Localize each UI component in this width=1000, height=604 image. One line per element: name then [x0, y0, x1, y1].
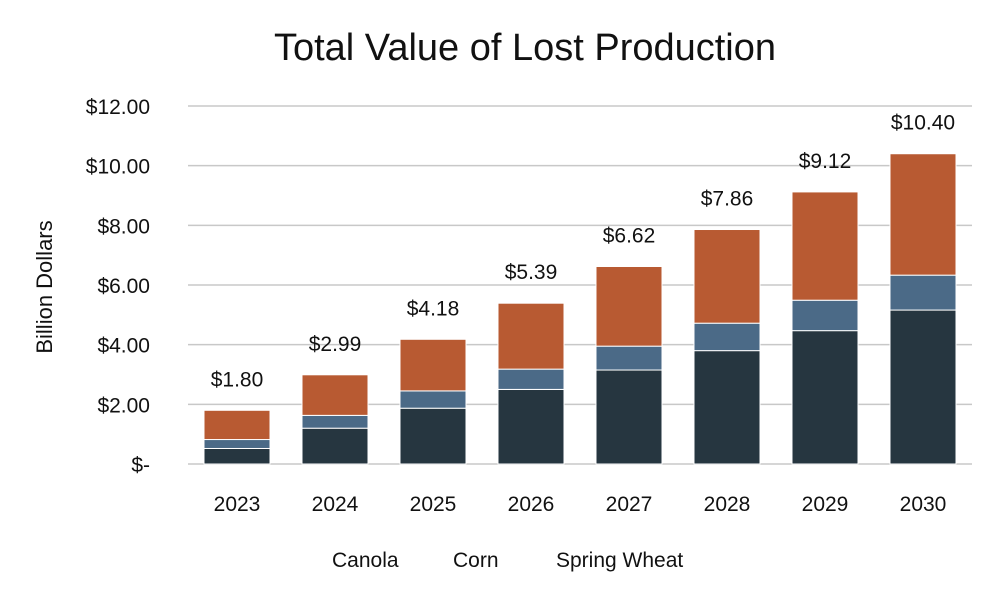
bar-segment [301, 414, 369, 429]
bar-segment [301, 374, 369, 416]
bar-segment [497, 302, 565, 370]
bar-segment [595, 345, 663, 371]
bar-segment [203, 409, 271, 441]
bar-segment [399, 390, 467, 409]
legend-entry: Corn [453, 549, 499, 572]
bar-segment [595, 266, 663, 347]
bar-segment [497, 368, 565, 390]
bar-segment [693, 229, 761, 324]
y-tick-label: $6.00 [97, 275, 150, 298]
x-tick-label: 2025 [410, 493, 457, 516]
total-label: $2.99 [309, 333, 362, 356]
y-tick-label: $4.00 [97, 335, 150, 358]
bar-segment [889, 153, 957, 276]
y-tick-label: $2.00 [97, 394, 150, 417]
x-axis-ticks: 2023 2024 2025 2026 2027 2028 2029 2030 [214, 493, 947, 516]
total-label: $7.86 [701, 188, 754, 211]
bars [203, 153, 957, 465]
total-labels: $1.80 $2.99 $4.18 $5.39 $6.62 $7.86 $9.12 $10.4… [211, 112, 955, 392]
legend-entry: Canola [332, 549, 399, 572]
y-tick-label: $10.00 [86, 156, 150, 179]
y-tick-label: $8.00 [97, 215, 150, 238]
x-tick-label: 2029 [802, 493, 849, 516]
bar-segment [399, 407, 467, 465]
x-tick-label: 2028 [704, 493, 751, 516]
bar-segment [889, 274, 957, 311]
total-label: $9.12 [799, 150, 852, 173]
bar-segment [791, 299, 859, 332]
chart-title: Total Value of Lost Production [274, 27, 776, 69]
legend: Canola Corn Spring Wheat [332, 549, 683, 572]
x-tick-label: 2027 [606, 493, 653, 516]
legend-entry: Spring Wheat [556, 549, 683, 572]
x-tick-label: 2023 [214, 493, 261, 516]
bar-segment [301, 427, 369, 465]
x-tick-label: 2026 [508, 493, 555, 516]
y-tick-label: $- [131, 454, 150, 477]
total-label: $10.40 [891, 112, 955, 135]
bar-segment [889, 309, 957, 465]
total-label: $1.80 [211, 368, 264, 391]
x-tick-label: 2030 [900, 493, 947, 516]
bar-segment [595, 369, 663, 465]
bar-segment [693, 322, 761, 352]
x-tick-label: 2024 [312, 493, 359, 516]
bar-segment [399, 338, 467, 392]
y-axis-ticks: $- $2.00 $4.00 $6.00 $8.00 $10.00 $12.00 [86, 96, 150, 477]
bar-segment [693, 350, 761, 465]
bar-segment [203, 439, 271, 449]
bar-segment [791, 191, 859, 301]
bar-segment [497, 388, 565, 465]
y-tick-label: $12.00 [86, 96, 150, 119]
total-label: $5.39 [505, 261, 558, 284]
total-label: $4.18 [407, 297, 460, 320]
y-axis-label: Billion Dollars [32, 220, 57, 353]
bar-segment [203, 447, 271, 465]
total-label: $6.62 [603, 225, 656, 248]
bar-segment [791, 330, 859, 465]
